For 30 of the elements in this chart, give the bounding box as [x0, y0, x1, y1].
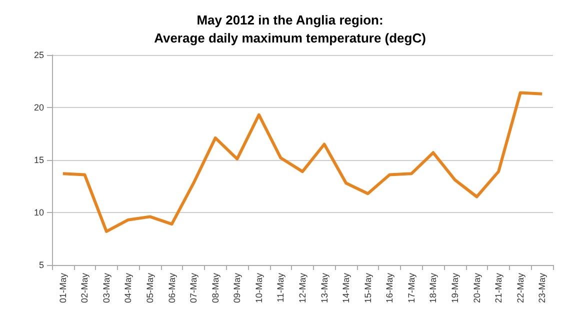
- chart-title: May 2012 in the Anglia region: Average daily maximum temperature (degC): [154, 12, 426, 46]
- x-tick-label: 10-May: [254, 272, 264, 304]
- x-tick-label: 14-May: [341, 272, 352, 304]
- x-tick-label: 23-May: [537, 272, 548, 304]
- x-tick-label: 05-May: [145, 272, 156, 304]
- x-tick-label: 16-May: [384, 272, 395, 304]
- x-tick-label: 03-May: [101, 272, 112, 304]
- y-tick-label: 5: [38, 260, 44, 270]
- x-tick-label: 08-May: [210, 272, 220, 304]
- x-tick-label: 02-May: [80, 272, 90, 304]
- x-tick-label: 06-May: [166, 272, 177, 304]
- line-series: [61, 91, 544, 233]
- x-tick-label: 22-May: [515, 272, 526, 304]
- y-tick-label: 15: [34, 155, 44, 165]
- y-tick-label: 20: [34, 102, 44, 112]
- x-tick-label: 15-May: [362, 272, 373, 304]
- x-tick-label: 20-May: [472, 272, 482, 304]
- x-tick-label: 12-May: [298, 272, 308, 304]
- x-tick-label: 04-May: [123, 272, 134, 304]
- x-tick-label: 19-May: [450, 272, 460, 304]
- x-tick-label: 21-May: [494, 272, 504, 304]
- x-tick-label: 18-May: [428, 272, 438, 304]
- x-tick-label: 11-May: [276, 272, 286, 302]
- y-tick-label: 10: [34, 208, 44, 218]
- x-tick-label: 13-May: [319, 272, 330, 304]
- y-tick-label: 25: [34, 50, 44, 60]
- x-tick-label: 07-May: [188, 272, 199, 304]
- x-tick-label: 17-May: [406, 272, 416, 304]
- x-tick-label: 01-May: [58, 272, 68, 304]
- x-tick-label: 09-May: [232, 272, 242, 304]
